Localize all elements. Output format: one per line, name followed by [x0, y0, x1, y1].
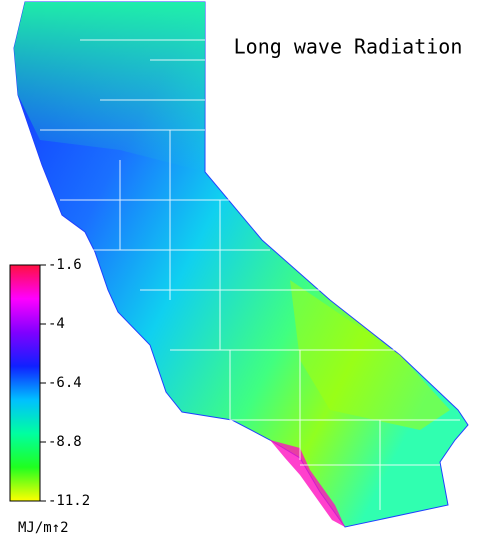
colorbar-tick-label: -1.6 [48, 257, 82, 273]
colorbar-tick-label: -11.2 [48, 493, 90, 509]
colorbar-tick-label: -8.8 [48, 434, 82, 450]
california [13, 1, 469, 528]
colorbar-unit: MJ/m↑2 [18, 520, 69, 536]
map-title: Long wave Radiation [234, 35, 463, 59]
colorbar-tick-label: -4 [48, 316, 65, 332]
colorbar-scale [9, 264, 41, 502]
colorbar-tick-label: -6.4 [48, 375, 82, 391]
county-lines [40, 39, 460, 510]
desert-tint [290, 280, 450, 430]
colorbar: MJ/m↑2 -1.6 -4 -6.4 -8.8 -11.2 [9, 257, 90, 536]
coast-highlight [270, 440, 345, 527]
